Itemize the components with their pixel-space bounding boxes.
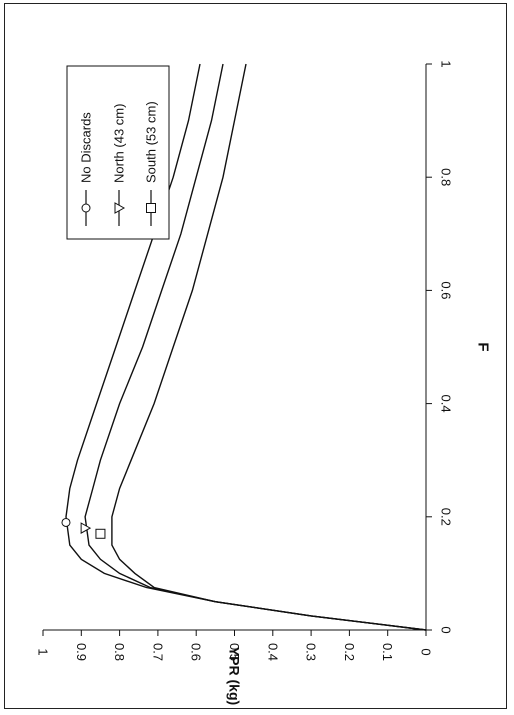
series-marker-1: [80, 522, 92, 534]
y-tick-label-5: 0.5: [227, 643, 242, 661]
y-tick-label-2: 0.2: [342, 643, 357, 661]
x-tick-label-0: 0: [439, 626, 454, 633]
x-tick-label-2: 0.4: [439, 395, 454, 413]
x-tick-label-3: 0.6: [439, 281, 454, 299]
x-tick-label-4: 0.8: [439, 168, 454, 186]
y-tick-label-0: 0: [419, 648, 434, 655]
y-tick-label-10: 1: [36, 648, 51, 655]
legend-marker-1: [114, 202, 126, 214]
legend-label-2: South (53 cm): [144, 101, 159, 183]
x-tick-label-5: 1: [439, 60, 454, 67]
y-tick-label-6: 0.6: [189, 643, 204, 661]
y-tick-label-7: 0.7: [150, 643, 165, 661]
y-tick-label-9: 0.9: [74, 643, 89, 661]
y-axis-title: YPR (kg): [227, 647, 243, 705]
y-tick-label-8: 0.8: [112, 643, 127, 661]
series-line-2: [111, 63, 427, 631]
plot-area: 0 0.2 0.4 0.6 0.8 1 0 0.1 0.2 0.3 0.4 0.5 0.6 0.7 0.8 0…: [36, 60, 492, 705]
y-tick-label-1: 0.1: [380, 643, 395, 661]
legend-marker-2: [146, 203, 156, 213]
x-axis-title: F: [475, 342, 492, 351]
y-tick-label-4: 0.4: [265, 643, 280, 661]
x-tick-label-1: 0.2: [439, 508, 454, 526]
figure-frame: 0 0.2 0.4 0.6 0.8 1 0 0.1 0.2 0.3 0.4 0.5 0.6 0.7 0.8 0…: [4, 3, 507, 709]
ypr-chart: 0 0.2 0.4 0.6 0.8 1 0 0.1 0.2 0.3 0.4 0.5 0.6 0.7 0.8 0…: [36, 60, 492, 705]
series-marker-0: [61, 517, 71, 527]
legend-label-1: North (43 cm): [112, 104, 127, 183]
legend-marker-0: [81, 203, 91, 213]
y-tick-label-3: 0.3: [304, 643, 319, 661]
legend-label-0: No Discards: [79, 112, 94, 183]
series-marker-2: [95, 528, 106, 539]
